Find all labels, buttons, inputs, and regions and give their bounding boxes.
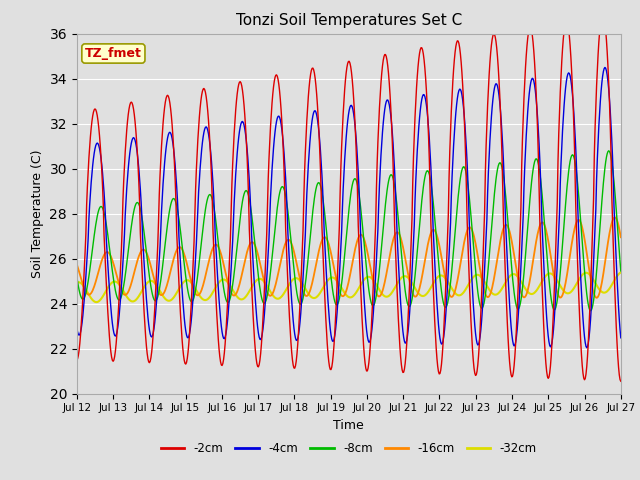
Y-axis label: Soil Temperature (C): Soil Temperature (C) bbox=[31, 149, 44, 278]
Title: Tonzi Soil Temperatures Set C: Tonzi Soil Temperatures Set C bbox=[236, 13, 462, 28]
X-axis label: Time: Time bbox=[333, 419, 364, 432]
Text: TZ_fmet: TZ_fmet bbox=[85, 47, 142, 60]
Legend: -2cm, -4cm, -8cm, -16cm, -32cm: -2cm, -4cm, -8cm, -16cm, -32cm bbox=[156, 437, 541, 460]
